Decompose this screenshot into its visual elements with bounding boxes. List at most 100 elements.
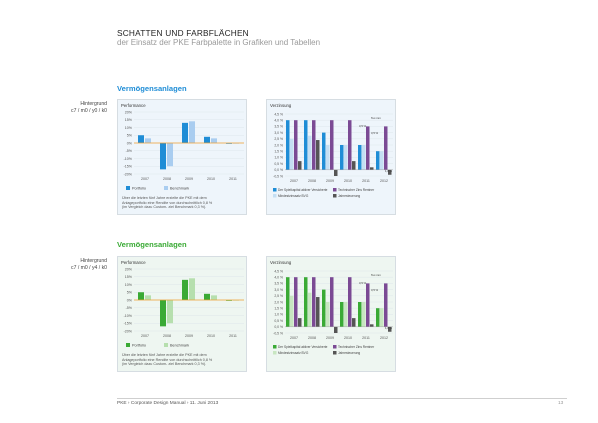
verzinsung-panel-blue: Verzinsung 4,5 % 4,0 % 3,5 % 3,0 % 2,5 % 2,0 … bbox=[266, 99, 396, 215]
x-tick-label: 2010 bbox=[344, 336, 352, 340]
y-tick-label: 10% bbox=[125, 283, 133, 287]
x-tick-label: 2009 bbox=[326, 336, 334, 340]
bar-series-4 bbox=[352, 161, 356, 170]
x-tick-label: 2011 bbox=[229, 177, 237, 181]
performance-title: Performance bbox=[121, 260, 146, 265]
bar-series-4 bbox=[370, 167, 374, 170]
bar-portfolio bbox=[204, 293, 210, 300]
y-tick-label: 2,0 % bbox=[274, 300, 283, 304]
data-annotation: Tec.mm bbox=[371, 273, 381, 277]
performance-panel-blue: Performance 20% 15% 10% 5% 0% -5% -10% -15% -20%… bbox=[117, 99, 247, 215]
x-tick-label: 2008 bbox=[163, 177, 171, 181]
legend-swatch bbox=[164, 186, 168, 190]
performance-chart: 20% 15% 10% 5% 0% -5% -10% -15% -20% 2007 2008 2009… bbox=[124, 110, 244, 190]
bar-series-1 bbox=[340, 145, 344, 170]
legend-label: Benchmark bbox=[170, 343, 189, 347]
bar-portfolio bbox=[204, 136, 210, 143]
bar-series-3 bbox=[348, 277, 352, 327]
x-tick-label: 2008 bbox=[163, 334, 171, 338]
note-line: (im Vergleich dazu Custom- ziel Benchmar… bbox=[122, 205, 207, 210]
footer-divider bbox=[117, 398, 567, 399]
note-line: Anlageportfolio eine Rendite von durchsc… bbox=[122, 200, 213, 205]
y-tick-label: 4,5 % bbox=[274, 269, 283, 273]
y-tick-label: -15% bbox=[124, 322, 133, 326]
y-tick-label: 0,5 % bbox=[274, 319, 283, 323]
data-annotation: 3,5 % bbox=[371, 288, 379, 292]
y-tick-label: 1,0 % bbox=[274, 156, 283, 160]
bar-series-1 bbox=[322, 132, 326, 170]
bar-series-3 bbox=[330, 277, 334, 327]
y-tick-label: -5% bbox=[126, 149, 133, 153]
side-label-title: Hintergrund bbox=[80, 101, 107, 107]
bar-series-2 bbox=[326, 302, 330, 327]
bar-benchmark bbox=[189, 278, 195, 300]
bar-benchmark bbox=[145, 295, 151, 300]
y-tick-label: 15% bbox=[125, 275, 133, 279]
bar-series-1 bbox=[340, 302, 344, 327]
y-tick-label: 5% bbox=[127, 134, 133, 138]
legend-swatch bbox=[126, 186, 130, 190]
x-tick-label: 2012 bbox=[380, 336, 388, 340]
legend-swatch bbox=[273, 351, 277, 355]
performance-note: Über die letzten fünf Jahre erzielte die… bbox=[122, 196, 242, 210]
y-tick-label: 4,0 % bbox=[274, 276, 283, 280]
bar-series-4 bbox=[334, 326, 338, 333]
bar-benchmark bbox=[211, 138, 217, 143]
verzinsung-chart: 4,5 % 4,0 % 3,5 % 3,0 % 2,5 % 2,0 % 1,5 % 1,0 %… bbox=[273, 269, 393, 355]
bar-benchmark bbox=[167, 143, 173, 167]
bar-series-1 bbox=[358, 302, 362, 327]
verzinsung-title: Verzinsung bbox=[270, 103, 292, 108]
bar-series-1 bbox=[286, 120, 290, 170]
bar-series-1 bbox=[322, 289, 326, 327]
data-annotation: 1,8 % bbox=[385, 326, 393, 330]
legend-swatch bbox=[333, 345, 337, 349]
y-tick-label: 3,0 % bbox=[274, 131, 283, 135]
bar-series-1 bbox=[286, 277, 290, 327]
y-tick-label: 0,5 % bbox=[274, 162, 283, 166]
bar-benchmark bbox=[145, 138, 151, 143]
x-tick-label: 2011 bbox=[362, 336, 370, 340]
legend-label: Portfolio bbox=[132, 186, 146, 190]
performance-chart: 20% 15% 10% 5% 0% -5% -10% -15% -20% 2007 2008 2009… bbox=[124, 267, 244, 347]
legend-label: Jahresteuerung bbox=[338, 194, 360, 198]
bar-series-1 bbox=[304, 277, 308, 327]
x-tick-label: 2009 bbox=[185, 334, 193, 338]
y-tick-label: 1,0 % bbox=[274, 313, 283, 317]
y-tick-label: 0,0 % bbox=[274, 168, 283, 172]
bar-series-4 bbox=[298, 161, 302, 170]
x-tick-label: 2011 bbox=[362, 179, 370, 183]
bar-series-1 bbox=[376, 308, 380, 327]
legend-swatch bbox=[273, 194, 277, 198]
bar-series-3 bbox=[366, 126, 370, 170]
performance-title: Performance bbox=[121, 103, 146, 108]
bar-series-2 bbox=[380, 151, 384, 170]
bar-portfolio bbox=[182, 122, 188, 143]
side-label-title: Hintergrund bbox=[80, 258, 107, 264]
bar-series-3 bbox=[312, 120, 316, 170]
bar-series-2 bbox=[308, 292, 312, 327]
side-label-color: c7 / m0 / y0 / k0 bbox=[71, 107, 107, 114]
legend-label: Mindestzinssatz BVG bbox=[278, 351, 309, 355]
verzinsung-panel-green: Verzinsung 4,5 % 4,0 % 3,5 % 3,0 % 2,5 % 2,0 … bbox=[266, 256, 396, 372]
y-tick-label: 20% bbox=[125, 110, 133, 114]
data-annotation: 3,5 % bbox=[359, 281, 367, 285]
x-tick-label: 2007 bbox=[290, 179, 298, 183]
verzinsung-title: Verzinsung bbox=[270, 260, 292, 265]
y-tick-label: -10% bbox=[124, 157, 133, 161]
page-title: SCHATTEN UND FARBFLÄCHEN bbox=[117, 28, 249, 38]
bar-series-1 bbox=[358, 145, 362, 170]
y-tick-label: 0% bbox=[127, 141, 133, 145]
y-tick-label: 15% bbox=[125, 118, 133, 122]
x-tick-label: 2011 bbox=[229, 334, 237, 338]
y-tick-label: 4,0 % bbox=[274, 119, 283, 123]
y-tick-label: 20% bbox=[125, 267, 133, 271]
bar-portfolio bbox=[138, 135, 144, 143]
x-tick-label: 2007 bbox=[141, 177, 149, 181]
bar-series-4 bbox=[388, 326, 392, 332]
legend-label: Der Spielkapital aktiver Versicherte bbox=[278, 188, 328, 192]
bar-series-3 bbox=[384, 126, 388, 170]
bar-series-2 bbox=[362, 302, 366, 327]
verzinsung-chart: 4,5 % 4,0 % 3,5 % 3,0 % 2,5 % 2,0 % 1,5 % 1,0 %… bbox=[273, 112, 393, 198]
bar-series-4 bbox=[298, 318, 302, 327]
bar-series-2 bbox=[380, 308, 384, 327]
